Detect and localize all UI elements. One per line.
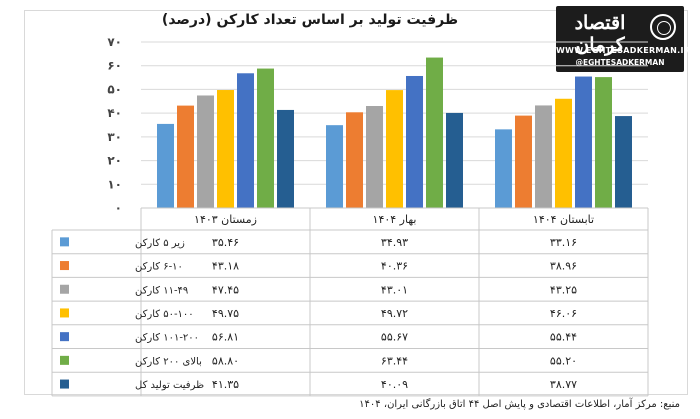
- y-tick-label: ۳۰: [107, 130, 122, 144]
- bar: [386, 90, 403, 208]
- bar: [257, 68, 274, 208]
- legend-swatch: [60, 237, 69, 247]
- legend-swatch: [60, 308, 69, 318]
- y-tick-label: ۷۰: [107, 35, 122, 49]
- bar: [217, 90, 234, 208]
- data-label: ۴۳.۲۵: [550, 283, 577, 296]
- bar: [575, 76, 592, 208]
- legend-swatch: [60, 261, 69, 271]
- bar: [535, 105, 552, 208]
- data-label: ۴۶.۰۶: [550, 307, 577, 320]
- y-tick-label: ۲۰: [107, 154, 122, 168]
- legend-label: ۱۱-۴۹ کارکن: [135, 285, 188, 296]
- chart-title: ظرفیت تولید بر اساس تعداد کارکن (درصد): [161, 12, 459, 28]
- bar: [277, 109, 294, 208]
- data-label: ۴۳.۱۸: [212, 260, 239, 273]
- data-label: ۵۵.۶۷: [381, 331, 408, 344]
- data-label: ۵۵.۲۰: [550, 354, 577, 367]
- data-label: ۴۹.۷۵: [212, 307, 239, 320]
- y-tick-label: ۶۰: [107, 59, 122, 73]
- data-label: ۴۳.۰۱: [381, 283, 408, 296]
- bar: [157, 123, 174, 208]
- legend-label: ظرفیت تولید کل: [135, 380, 204, 391]
- logo-handle: @EGHTESADKERMAN: [575, 58, 665, 67]
- bar: [595, 77, 612, 209]
- logo-wordmark: اقتصاد کرمان: [574, 12, 626, 56]
- legend-label: زیر ۵ کارکن: [135, 238, 185, 249]
- bar: [237, 73, 254, 208]
- bar: [346, 112, 363, 208]
- logo-seal-icon: [650, 14, 676, 40]
- data-label: ۴۱.۳۵: [212, 378, 239, 391]
- y-tick-label: ۱۰: [107, 177, 122, 191]
- data-label: ۴۰.۳۶: [381, 260, 408, 273]
- data-label: ۳۸.۷۷: [550, 378, 577, 391]
- bar: [555, 98, 572, 208]
- logo-url: WWW.EGHTESADKERMAN.IR: [556, 46, 691, 55]
- data-label: ۴۰.۰۹: [381, 378, 408, 391]
- legend-swatch: [60, 379, 69, 389]
- y-tick-label: ۵۰: [107, 82, 122, 96]
- data-label: ۴۷.۴۵: [212, 283, 239, 296]
- source-note: منبع: مرکز آمار، اطلاعات اقتصادی و پایش …: [359, 399, 680, 410]
- data-label: ۳۵.۴۶: [212, 236, 239, 249]
- legend-label: ۱۰۱-۲۰۰ کارکن: [135, 333, 199, 344]
- y-tick-label: ۰: [115, 201, 122, 215]
- category-label: بهار ۱۴۰۴: [373, 213, 417, 226]
- y-tick-label: ۴۰: [107, 106, 122, 120]
- brand-logo: اقتصاد کرمان WWW.EGHTESADKERMAN.IR @EGHT…: [556, 6, 691, 72]
- bar: [326, 125, 343, 208]
- bar: [406, 75, 423, 208]
- bar: [426, 57, 443, 208]
- bar: [366, 106, 383, 208]
- data-label: ۳۳.۱۶: [550, 236, 577, 249]
- legend-swatch: [60, 332, 69, 342]
- data-label: ۶۳.۴۴: [381, 354, 408, 367]
- category-label: تابستان ۱۴۰۴: [533, 213, 594, 226]
- chart-frame: [24, 10, 688, 395]
- bar: [177, 105, 194, 208]
- data-label: ۵۸.۸۰: [212, 354, 239, 367]
- legend-label: بالای ۲۰۰ کارکن: [135, 356, 202, 367]
- bar: [446, 112, 463, 208]
- legend-swatch: [60, 284, 69, 294]
- bar: [515, 115, 532, 208]
- data-label: ۳۴.۹۳: [381, 236, 408, 249]
- legend-label: ۶-۱۰ کارکن: [135, 262, 183, 273]
- bar: [197, 95, 214, 208]
- category-label: زمستان ۱۴۰۳: [194, 213, 257, 226]
- legend-label: ۵۰-۱۰۰ کارکن: [135, 309, 194, 320]
- legend-swatch: [60, 355, 69, 365]
- data-label: ۳۸.۹۶: [550, 260, 577, 273]
- bar: [495, 129, 512, 208]
- data-label: ۵۶.۸۱: [212, 331, 239, 344]
- data-label: ۴۹.۷۲: [381, 307, 408, 320]
- data-label: ۵۵.۴۴: [550, 331, 577, 344]
- bar: [615, 116, 632, 208]
